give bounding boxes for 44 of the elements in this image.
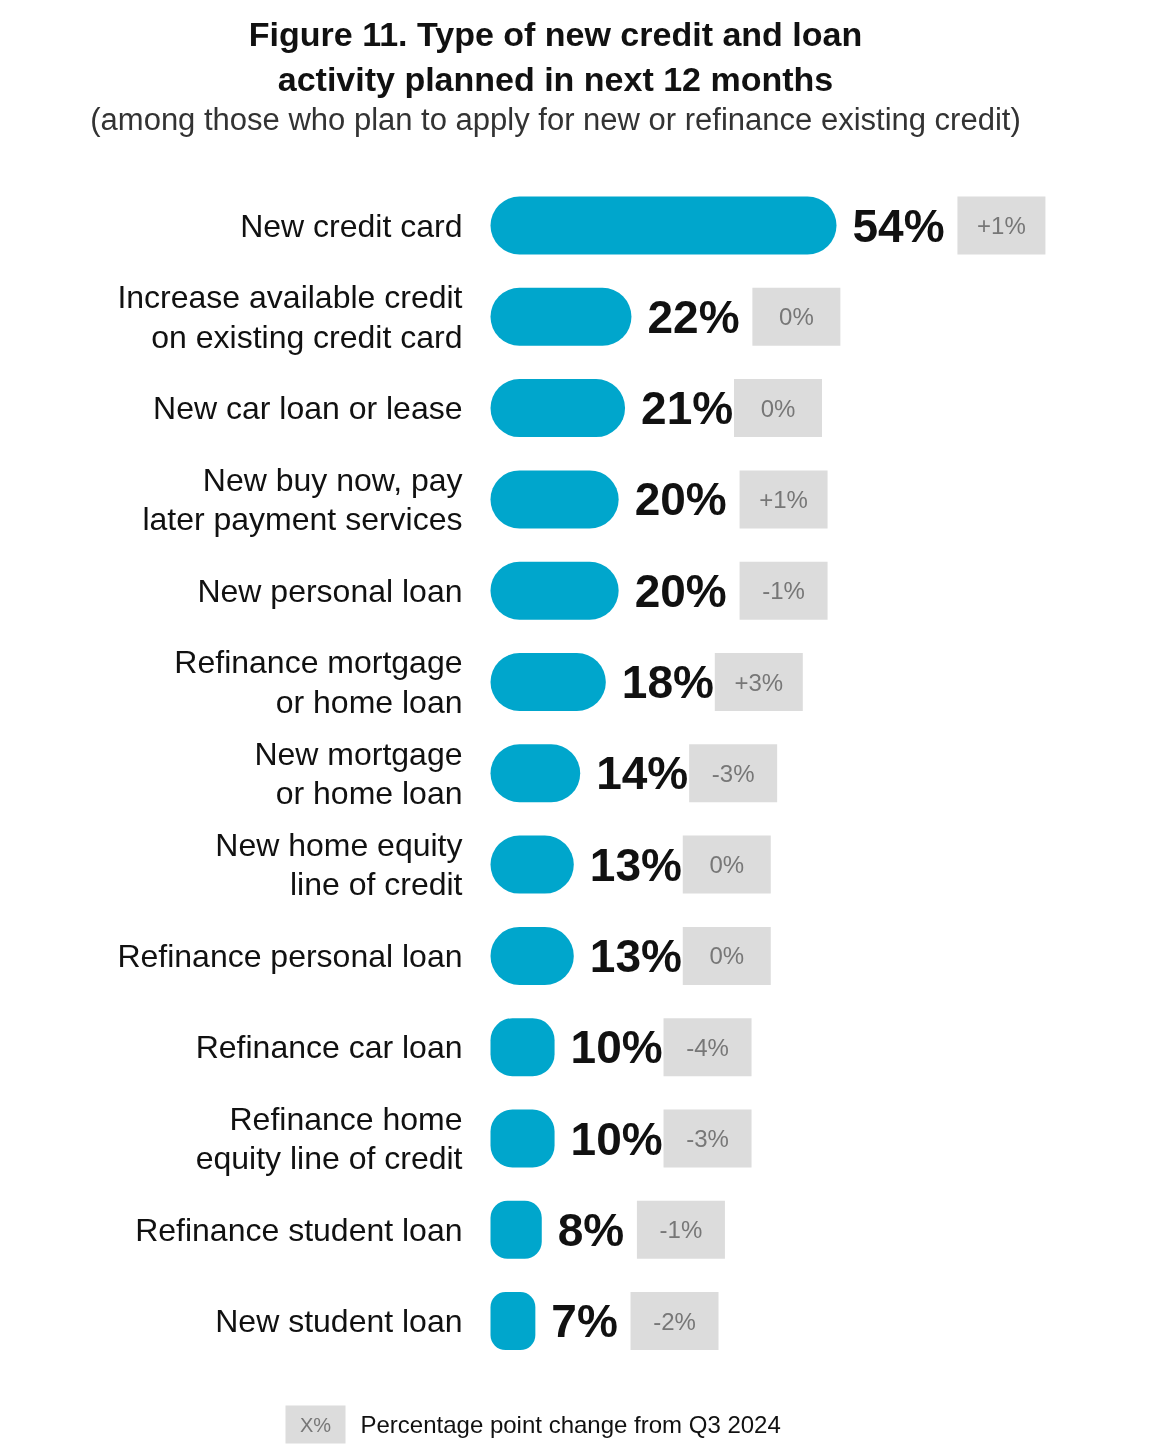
y-tick-label: New mortgage or home loan [254,735,463,812]
annotation: -1% [762,577,805,605]
annotation: -1% [659,1216,703,1244]
annotation: 0% [760,394,796,422]
y-tick-label: Refinance student loan [135,1211,463,1248]
y-tick-label: Refinance personal loan [117,937,463,974]
data-label: 20% [634,564,727,617]
y-tick-label: Refinance home equity line of credit [195,1100,463,1177]
data-label: 18% [621,656,714,708]
annotation: +1% [759,485,808,513]
annotation: 0% [709,942,745,970]
annotation: 0% [779,303,814,331]
y-tick-label: Increase available credit on existing credit card [117,279,463,355]
y-tick-label: New car loan or lease [153,390,463,427]
data-label: 22% [647,290,740,343]
y-tick-label: New personal loan [197,572,463,609]
y-tick-label: New buy now, pay later payment services [142,461,463,538]
data-label: 21% [641,382,734,435]
text: X% [299,1413,332,1436]
data-label: 13% [589,929,682,982]
data-label: 7% [551,1295,618,1348]
chart-title: Figure 11. Type of new credit and loan activity planned in next 12 months [248,14,863,99]
annotation: -4% [686,1033,729,1061]
data-label: 20% [634,473,727,526]
text: Percentage point change from Q3 2024 [360,1411,781,1438]
annotation: +3% [734,668,784,696]
y-tick-label: New student loan [215,1303,463,1340]
data-label: 54% [852,199,945,252]
annotation: 0% [709,851,745,879]
annotation: -3% [686,1125,729,1152]
y-tick-label: Refinance car loan [195,1029,463,1066]
bar [490,196,837,255]
chart-subtitle: (among those who plan to apply for new or refinance existing credit) [90,102,1021,137]
data-label: 10% [570,1112,663,1165]
y-tick-label: New home equity line of credit [215,826,463,903]
annotation: -2% [653,1307,696,1335]
annotation: -3% [711,759,755,787]
data-label: 14% [596,747,689,800]
y-tick-label: Refinance mortgage or home loan [174,644,463,720]
data-label: 13% [589,838,682,891]
y-tick-label: New credit card [240,207,463,244]
data-label: 8% [557,1203,625,1256]
text: +1% [977,212,1026,239]
data-label: 10% [570,1021,663,1074]
